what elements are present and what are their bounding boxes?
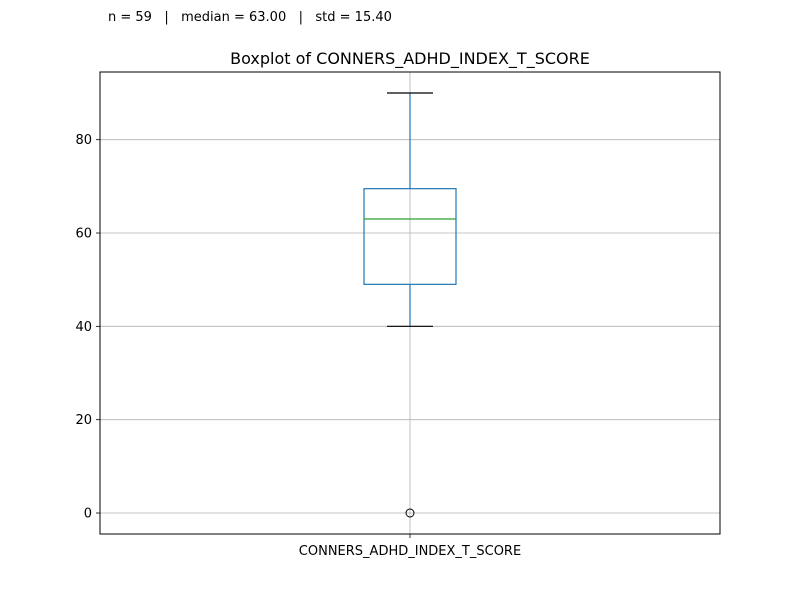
boxplot-marks bbox=[363, 92, 457, 518]
y-tick-label: 0 bbox=[84, 507, 92, 522]
y-tick-label: 60 bbox=[75, 227, 92, 242]
axis-ticks: 0 20 40 60 80 CONNERS_ADHD_INDEX_T_SCORE bbox=[75, 133, 521, 559]
y-tick-label: 20 bbox=[75, 413, 92, 428]
y-tick-label: 80 bbox=[75, 133, 92, 148]
summary-stats: n = 59 | median = 63.00 | std = 15.40 bbox=[108, 10, 392, 25]
x-tick-label: CONNERS_ADHD_INDEX_T_SCORE bbox=[299, 544, 521, 559]
outlier-point bbox=[405, 508, 415, 518]
y-tick-label: 40 bbox=[75, 320, 92, 335]
iqr-box bbox=[363, 188, 457, 285]
plot-frame bbox=[99, 71, 721, 535]
chart-title: Boxplot of CONNERS_ADHD_INDEX_T_SCORE bbox=[230, 49, 590, 69]
